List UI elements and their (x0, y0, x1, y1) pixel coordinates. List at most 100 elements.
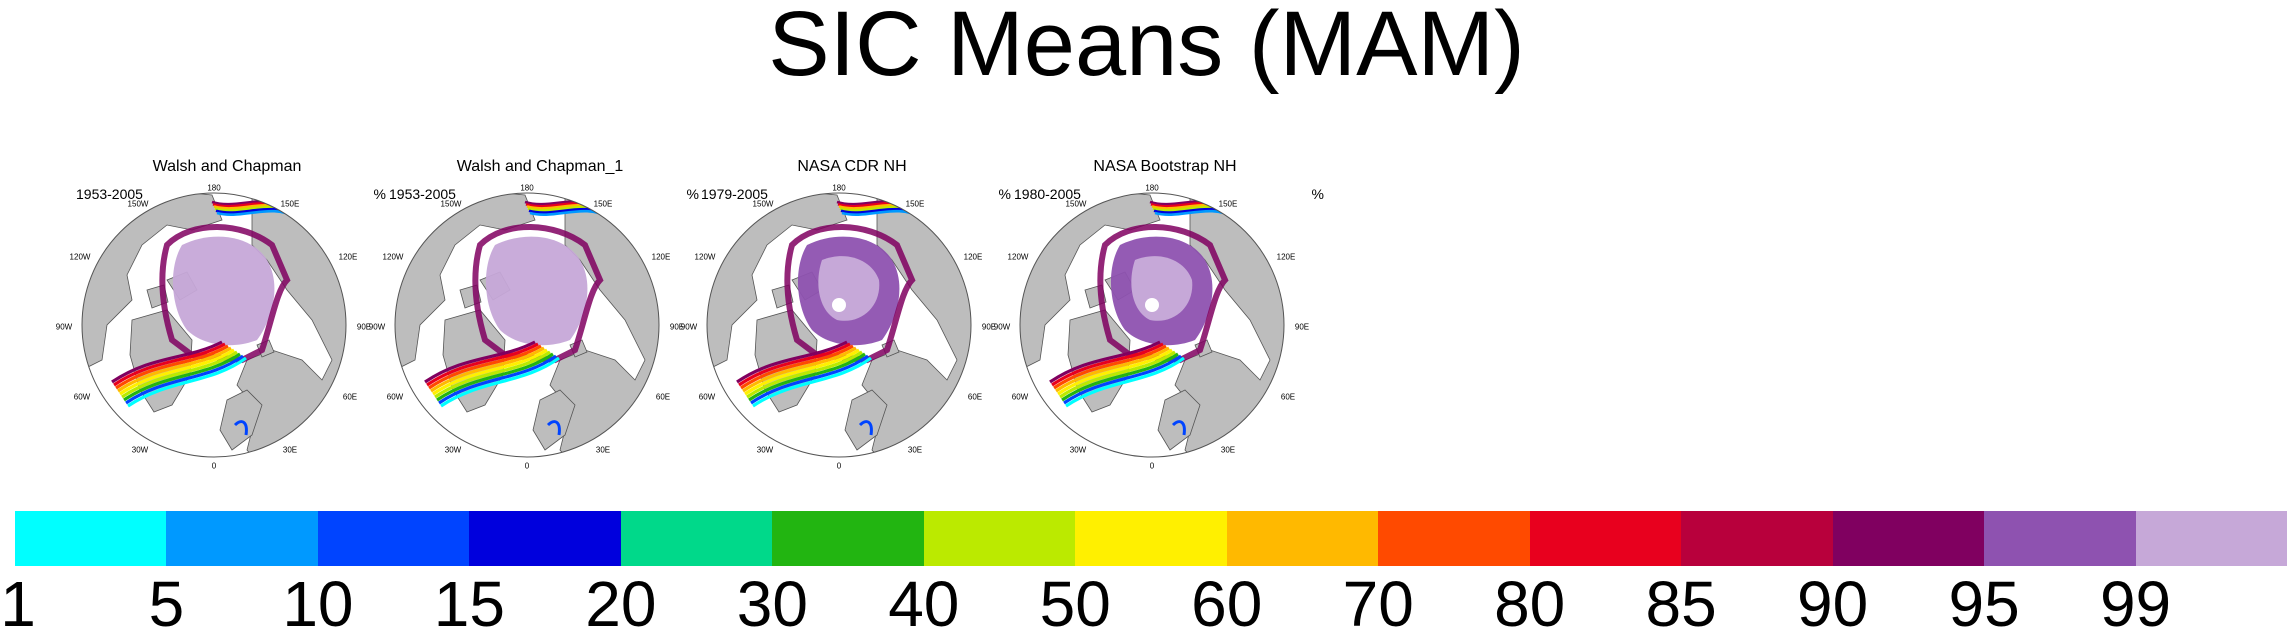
longitude-label-n120e: 120E (651, 252, 671, 262)
longitude-label-n150w: 150W (752, 199, 774, 209)
panel-title: NASA CDR NH (797, 158, 907, 175)
longitude-label-top: 180 (1145, 183, 1159, 193)
longitude-label-s30e: 30E (595, 445, 611, 455)
longitude-label-n150w: 150W (440, 199, 462, 209)
longitude-label-s60e: 60E (1280, 392, 1296, 402)
polar-map (706, 192, 972, 458)
colorbar-swatch-8 (1075, 511, 1227, 566)
colorbar-swatch-3 (317, 511, 470, 566)
colorbar-swatch-10 (1378, 511, 1530, 566)
colorbar-tick-label: 99 (2099, 568, 2172, 640)
longitude-label-s30e: 30E (1220, 445, 1236, 455)
longitude-label-s30e: 30E (282, 445, 298, 455)
longitude-label-s60e: 60E (967, 392, 983, 402)
longitude-label-s30e: 30E (907, 445, 923, 455)
colorbar-swatch-15 (2135, 511, 2288, 566)
colorbar-swatch-5 (620, 511, 773, 566)
longitude-label-s60w: 60W (1011, 392, 1029, 402)
colorbar-tick-label: 85 (1645, 568, 1717, 640)
colorbar-tick-label: 70 (1342, 568, 1414, 640)
colorbar-labels: 1 5 10 15 20 30 40 50 60 70 80 85 90 95 99 (0, 568, 2293, 641)
colorbar-tick-label: 10 (282, 568, 354, 640)
longitude-label-top: 180 (832, 183, 846, 193)
longitude-label-s30w: 30W (756, 445, 774, 455)
longitude-label-n120w: 120W (69, 252, 91, 262)
longitude-label-w90: 90W (368, 322, 386, 332)
longitude-label-w90: 90W (680, 322, 698, 332)
map-panel-4: NASA Bootstrap NH 1980-2005% 180 150W 150E 12… (994, 150, 1324, 471)
longitude-label-bottom: 0 (524, 461, 530, 471)
colorbar-swatch-2 (166, 511, 318, 566)
colorbar-swatch-6 (772, 511, 924, 566)
period-label: 1980-2005 (1014, 186, 1081, 202)
colorbar-swatch-11 (1529, 511, 1682, 566)
longitude-label-e90: 90E (356, 322, 372, 332)
longitude-label-n150w: 150W (127, 199, 149, 209)
colorbar-tick-label: 40 (888, 568, 960, 640)
polar-map (394, 192, 660, 458)
longitude-label-n120w: 120W (382, 252, 404, 262)
map-panel-1: Walsh and Chapman 1953-2005% 180 150W 150E 12… (56, 150, 386, 471)
unit-label: % (373, 186, 386, 202)
colorbar-tick-label: 90 (1797, 568, 1869, 640)
longitude-label-s60w: 60W (73, 392, 91, 402)
period-label: 1979-2005 (701, 186, 768, 202)
period-label: 1953-2005 (76, 186, 143, 202)
unit-label: % (1311, 186, 1324, 202)
colorbar-swatch-12 (1681, 511, 1833, 566)
colorbar-swatch-1 (15, 511, 167, 566)
longitude-label-n120e: 120E (338, 252, 358, 262)
longitude-label-s60w: 60W (698, 392, 716, 402)
longitude-label-n150e: 150E (905, 199, 925, 209)
colorbar-tick-label: 80 (1494, 568, 1566, 640)
map-panel-2: Walsh and Chapman_1 1953-2005% 180 150W 150E… (369, 150, 699, 471)
colorbar-tick-label: 30 (736, 568, 808, 640)
unit-label: % (686, 186, 699, 202)
longitude-label-top: 180 (207, 183, 221, 193)
polar-map (81, 192, 347, 458)
longitude-label-e90: 90E (981, 322, 997, 332)
colorbar-swatch-7 (923, 511, 1076, 566)
colorbar-tick-label: 95 (1948, 568, 2020, 640)
colorbar-tick-label: 5 (148, 568, 185, 640)
colorbar (15, 511, 2288, 566)
colorbar-tick-label: 50 (1039, 568, 1111, 640)
figure-title: SIC Means (MAM) (768, 0, 1525, 95)
period-label: 1953-2005 (389, 186, 456, 202)
colorbar-swatch-13 (1832, 511, 1985, 566)
longitude-label-w90: 90W (55, 322, 73, 332)
colorbar-tick-label: 15 (433, 568, 505, 640)
longitude-label-w90: 90W (993, 322, 1011, 332)
longitude-label-s60e: 60E (342, 392, 358, 402)
colorbar-tick-label: 60 (1191, 568, 1263, 640)
longitude-label-n120w: 120W (694, 252, 716, 262)
longitude-label-bottom: 0 (836, 461, 842, 471)
longitude-label-bottom: 0 (211, 461, 217, 471)
colorbar-swatch-4 (469, 511, 621, 566)
colorbar-tick-label: 1 (0, 568, 36, 640)
longitude-label-n120e: 120E (963, 252, 983, 262)
longitude-label-n150e: 150E (593, 199, 613, 209)
longitude-label-s30w: 30W (444, 445, 462, 455)
longitude-label-s60e: 60E (655, 392, 671, 402)
longitude-label-n120w: 120W (1007, 252, 1029, 262)
longitude-label-n150w: 150W (1065, 199, 1087, 209)
longitude-label-s30w: 30W (131, 445, 149, 455)
longitude-label-n150e: 150E (280, 199, 300, 209)
colorbar-swatch-14 (1984, 511, 2136, 566)
polar-map (1019, 192, 1285, 458)
unit-label: % (998, 186, 1011, 202)
panel-title: NASA Bootstrap NH (1093, 158, 1237, 175)
longitude-label-bottom: 0 (1149, 461, 1155, 471)
longitude-label-s30w: 30W (1069, 445, 1087, 455)
longitude-label-s60w: 60W (386, 392, 404, 402)
colorbar-tick-label: 20 (585, 568, 657, 640)
panel-title: Walsh and Chapman_1 (456, 158, 624, 175)
longitude-label-n150e: 150E (1218, 199, 1238, 209)
longitude-label-top: 180 (520, 183, 534, 193)
longitude-label-e90: 90E (1294, 322, 1310, 332)
longitude-label-e90: 90E (669, 322, 685, 332)
colorbar-swatch-9 (1226, 511, 1379, 566)
longitude-label-n120e: 120E (1276, 252, 1296, 262)
map-panel-3: NASA CDR NH 1979-2005% 180 150W 150E 120W 120E… (681, 150, 1011, 471)
